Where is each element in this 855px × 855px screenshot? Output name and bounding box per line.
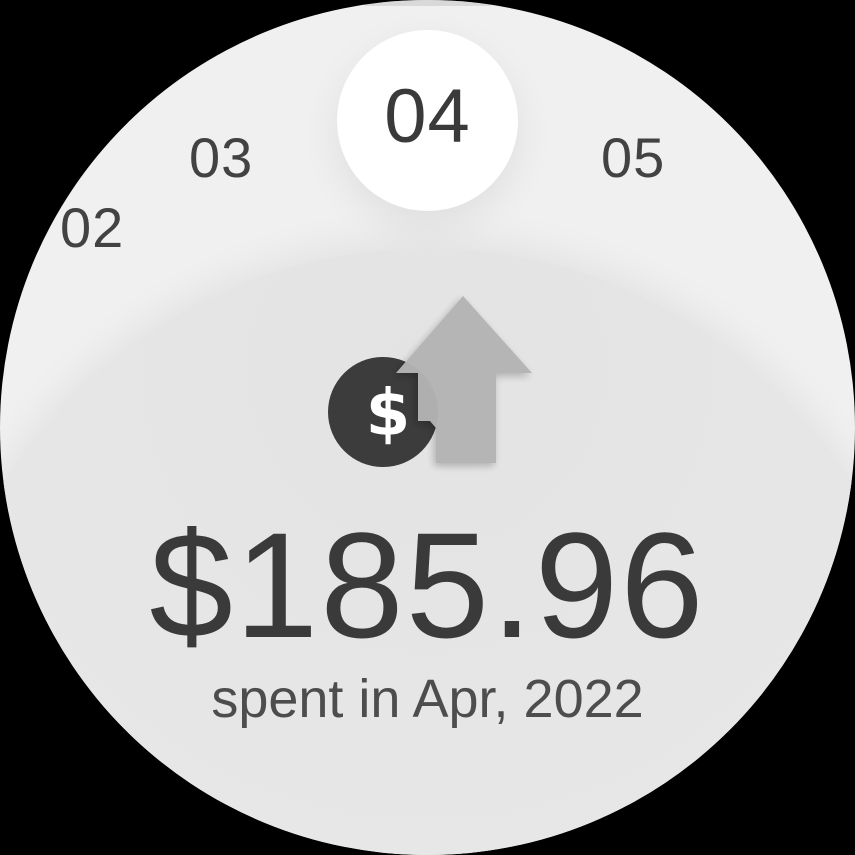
month-option-03[interactable]: 03 xyxy=(189,126,254,189)
month-option-02[interactable]: 02 xyxy=(60,196,125,259)
spent-caption: spent in Apr, 2022 xyxy=(211,669,644,729)
up-arrow-shape xyxy=(396,296,532,463)
month-picker[interactable]: 02 03 04 05 xyxy=(0,0,855,260)
month-option-04-selected[interactable]: 04 xyxy=(337,30,518,211)
top-notch xyxy=(360,0,496,6)
spent-amount: $185.96 xyxy=(149,501,706,669)
dollar-up-arrow-icon: $ xyxy=(328,296,532,467)
dollar-sign: $ xyxy=(366,377,411,451)
month-option-05[interactable]: 05 xyxy=(601,126,666,189)
coin-shape xyxy=(328,357,438,467)
selected-month-label: 04 xyxy=(384,73,471,159)
